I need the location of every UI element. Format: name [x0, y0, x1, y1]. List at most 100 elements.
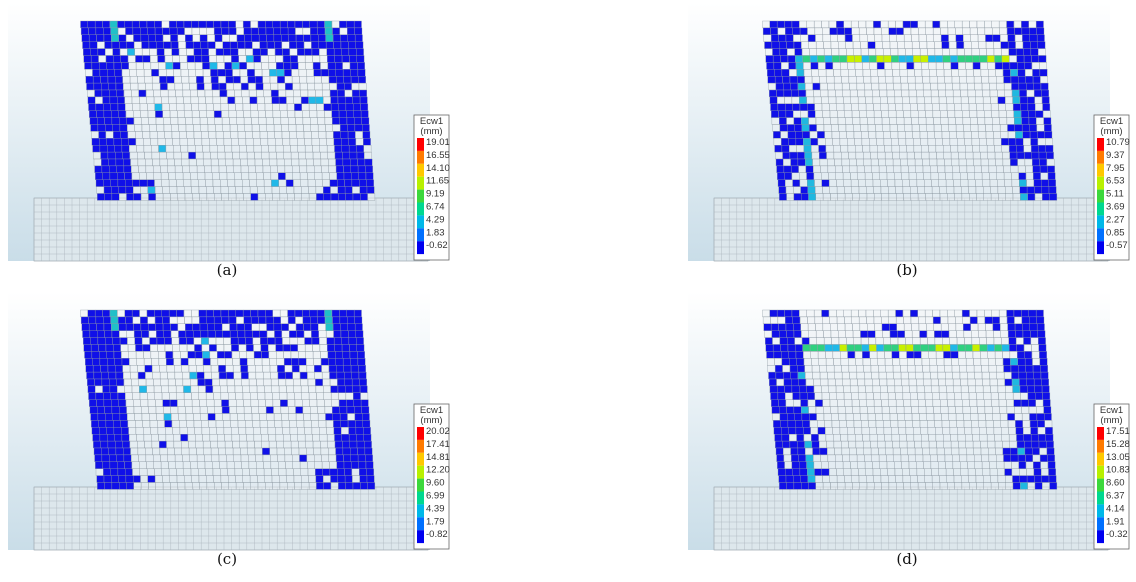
- mesh-cell: [865, 96, 873, 104]
- mesh-cell: [129, 365, 138, 373]
- mesh-cell: [315, 89, 323, 98]
- mesh-cell: [297, 48, 305, 56]
- mesh-cell: [282, 48, 290, 56]
- mesh-cell: [299, 371, 308, 380]
- mesh-cell: [121, 145, 130, 153]
- mesh-cell: [148, 482, 156, 490]
- mesh-cell: [200, 124, 209, 132]
- mesh-cell: [852, 330, 861, 338]
- mesh-cell: [830, 193, 838, 201]
- mesh-cell: [235, 193, 244, 201]
- mesh-cell: [365, 172, 374, 180]
- mesh-cell: [801, 482, 809, 490]
- mesh-cell: [948, 41, 957, 49]
- mesh-cell: [962, 309, 970, 318]
- mesh-cell: [840, 434, 849, 442]
- mesh-cell: [913, 351, 922, 359]
- mesh-cell: [851, 316, 860, 324]
- mesh-cell: [204, 165, 212, 173]
- mesh-cell: [291, 447, 300, 456]
- mesh-cell: [111, 193, 120, 201]
- mesh-cell: [768, 371, 776, 380]
- mesh-cell: [226, 82, 234, 91]
- mesh-cell: [230, 131, 239, 139]
- mesh-cell: [762, 27, 771, 35]
- mesh-cell: [800, 475, 809, 483]
- mesh-cell: [935, 344, 943, 352]
- mesh-cell: [777, 103, 786, 111]
- mesh-cell: [350, 447, 358, 456]
- mesh-cell: [888, 399, 897, 407]
- mesh-cell: [99, 427, 107, 435]
- mesh-cell: [810, 427, 819, 435]
- mesh-cell: [884, 434, 892, 442]
- mesh-cell: [319, 344, 328, 352]
- mesh-cell: [855, 145, 863, 153]
- mesh-cell: [793, 186, 801, 194]
- mesh-cell: [299, 172, 308, 180]
- mesh-cell: [919, 41, 928, 49]
- mesh-cell: [881, 34, 890, 42]
- mesh-cell: [181, 440, 189, 449]
- mesh-cell: [783, 89, 792, 98]
- mesh-cell: [1001, 55, 1010, 63]
- mesh-cell: [142, 55, 151, 63]
- mesh-cell: [195, 145, 203, 153]
- mesh-cell: [843, 96, 851, 104]
- mesh-cell: [329, 468, 338, 476]
- mesh-cell: [178, 330, 186, 338]
- mesh-cell: [992, 27, 1000, 35]
- mesh-cell: [875, 413, 883, 421]
- mesh-cell: [196, 447, 204, 456]
- mesh-cell: [331, 20, 340, 29]
- mesh-cell: [821, 172, 829, 180]
- mesh-cell: [972, 151, 981, 160]
- mesh-cell: [331, 399, 340, 407]
- mesh-cell: [363, 434, 372, 442]
- mesh-cell: [315, 385, 324, 393]
- mesh-cell: [964, 55, 973, 63]
- mesh-cell: [177, 406, 186, 414]
- mesh-cell: [338, 110, 347, 118]
- mesh-cell: [948, 323, 957, 331]
- mesh-cell: [199, 117, 208, 125]
- mesh-cell: [280, 117, 289, 125]
- mesh-cell: [187, 145, 196, 153]
- mesh-cell: [87, 96, 96, 104]
- mesh-cell: [837, 399, 845, 407]
- mesh-cell: [926, 413, 935, 421]
- mesh-cell: [265, 20, 273, 29]
- mesh-cell: [940, 117, 949, 125]
- mesh-cell: [176, 186, 185, 194]
- mesh-cell: [844, 27, 852, 35]
- mesh-cell: [908, 89, 917, 98]
- mesh-cell: [139, 468, 148, 476]
- mesh-cell: [287, 20, 296, 29]
- mesh-cell: [786, 406, 795, 414]
- mesh-cell: [146, 461, 154, 469]
- mesh-cell: [334, 440, 343, 449]
- mesh-cell: [1034, 385, 1043, 393]
- mesh-cell: [878, 76, 886, 84]
- mesh-cell: [173, 434, 181, 442]
- mesh-cell: [805, 165, 814, 173]
- mesh-cell: [903, 193, 911, 201]
- mesh-cell: [827, 165, 836, 173]
- mesh-cell: [156, 48, 165, 56]
- mesh-cell: [99, 351, 107, 359]
- mesh-cell: [888, 475, 896, 483]
- mesh-cell: [123, 82, 131, 91]
- mesh-cell: [115, 82, 124, 91]
- mesh-cell: [975, 475, 984, 483]
- mesh-cell: [923, 371, 931, 380]
- mesh-cell: [930, 371, 938, 380]
- mesh-cell: [101, 82, 109, 91]
- mesh-cell: [118, 186, 127, 194]
- mesh-cell: [247, 158, 256, 167]
- mesh-cell: [999, 316, 1008, 324]
- mesh-cell: [837, 110, 845, 118]
- mesh-cell: [266, 323, 275, 331]
- mesh-cell: [265, 316, 274, 324]
- mesh-cell: [239, 358, 248, 366]
- legend-swatch: [417, 465, 424, 479]
